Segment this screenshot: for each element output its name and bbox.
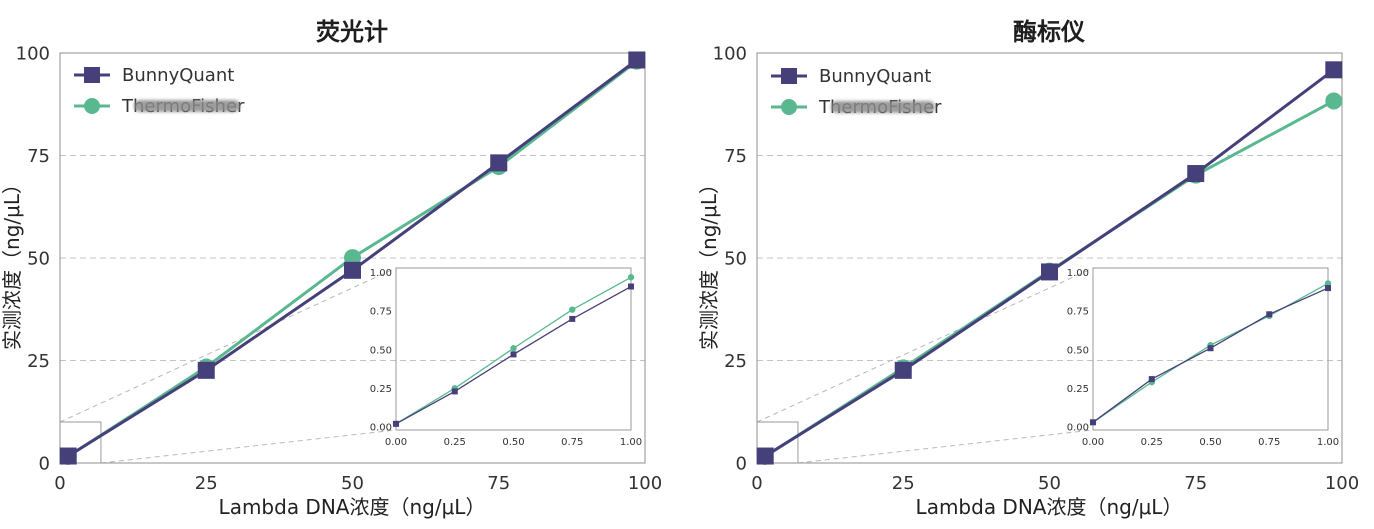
y-tick-label: 100 bbox=[713, 44, 747, 65]
zoom-connector-line bbox=[59, 267, 397, 423]
inset-bunnyquant-marker bbox=[1207, 345, 1214, 352]
bunnyquant-marker bbox=[1187, 165, 1205, 183]
redaction-bar bbox=[134, 100, 240, 112]
bunnyquant-marker bbox=[894, 361, 912, 379]
x-tick-label: 75 bbox=[1184, 473, 1207, 494]
chart-marks: 0 25 50 75 100 0 25 50 75 100 0.00 0.25 0.50 0.75 1.00… bbox=[713, 44, 1360, 495]
chart-marks: 0 25 50 75 100 0 25 50 75 100 0.00 0.25 0.50 0.75 1.00… bbox=[16, 44, 663, 495]
legend-bunnyquant-marker bbox=[84, 67, 100, 83]
inset-x-tick-label: 0.00 bbox=[385, 437, 407, 448]
inset-bunnyquant-marker bbox=[1266, 311, 1273, 318]
inset-x-tick-label: 1.00 bbox=[620, 437, 642, 448]
x-axis-label: Lambda DNA浓度（ng/μL） bbox=[916, 495, 1183, 519]
inset-frame bbox=[395, 267, 632, 431]
legend-item-bunnyquant: BunnyQuant bbox=[74, 65, 234, 86]
x-tick-label: 50 bbox=[341, 473, 364, 494]
legend-thermofisher-marker bbox=[781, 99, 797, 115]
inset-bunnyquant-marker bbox=[393, 420, 399, 427]
x-tick-label: 100 bbox=[1325, 473, 1359, 494]
inset-x-tick-label: 0.75 bbox=[1258, 437, 1280, 448]
inset-y-tick-label: 0.25 bbox=[1067, 384, 1089, 395]
inset-y-tick-label: 1.00 bbox=[370, 268, 392, 279]
legend: BunnyQuant ThermoFisher bbox=[771, 66, 942, 118]
y-axis-label: 实测浓度（ng/μL） bbox=[0, 174, 24, 350]
y-tick-label: 0 bbox=[736, 454, 747, 475]
bunnyquant-marker bbox=[59, 447, 77, 465]
inset-y-tick-label: 0.75 bbox=[1067, 307, 1089, 318]
inset-bunnyquant-marker bbox=[1090, 419, 1096, 426]
inset-x-tick-label: 1.00 bbox=[1317, 437, 1339, 448]
bunnyquant-marker bbox=[1041, 263, 1058, 281]
bunnyquant-marker bbox=[628, 51, 646, 69]
inset-x-tick-label: 0.50 bbox=[502, 437, 524, 448]
legend-thermofisher-marker bbox=[84, 98, 100, 114]
legend: BunnyQuant ThermoFisher bbox=[74, 65, 245, 117]
inset-bunnyquant-marker bbox=[1148, 376, 1155, 383]
bunnyquant-marker bbox=[490, 154, 508, 172]
plot-frame bbox=[756, 52, 1343, 464]
x-tick-label: 25 bbox=[892, 473, 915, 494]
inset-y-tick-label: 0.25 bbox=[370, 384, 392, 395]
inset-bunnyquant-marker bbox=[451, 388, 458, 395]
inset-x-tick-label: 0.25 bbox=[444, 437, 466, 448]
y-tick-label: 25 bbox=[27, 351, 50, 372]
x-axis-label: Lambda DNA浓度（ng/μL） bbox=[219, 495, 486, 519]
plot-frame bbox=[59, 52, 646, 464]
chart-panel-plate-reader: 0 25 50 75 100 0 25 50 75 100 0.00 0.25 0.50 0.75 1.00… bbox=[697, 18, 1359, 519]
y-tick-label: 50 bbox=[724, 249, 747, 270]
inset-y-tick-label: 0.50 bbox=[370, 345, 392, 356]
inset-x-tick-label: 0.50 bbox=[1199, 437, 1221, 448]
inset-thermofisher-marker bbox=[627, 274, 635, 281]
zoom-connector-line bbox=[797, 429, 1094, 464]
x-tick-label: 25 bbox=[195, 473, 218, 494]
y-tick-label: 75 bbox=[27, 146, 50, 167]
zoom-connector-line bbox=[100, 429, 397, 464]
bunnyquant-marker bbox=[756, 447, 774, 465]
zoom-connector-line bbox=[756, 267, 1094, 423]
x-tick-label: 75 bbox=[487, 473, 510, 494]
bunnyquant-marker bbox=[344, 261, 361, 279]
x-tick-label: 0 bbox=[751, 473, 762, 494]
inset-y-tick-label: 0.00 bbox=[370, 422, 392, 433]
inset-x-tick-label: 0.75 bbox=[561, 437, 583, 448]
chart-title: 酶标仪 bbox=[1013, 18, 1086, 46]
legend-label-bunnyquant: BunnyQuant bbox=[122, 65, 234, 86]
inset-y-tick-label: 0.75 bbox=[370, 307, 392, 318]
legend-bunnyquant-marker bbox=[781, 68, 797, 84]
chart-title: 荧光计 bbox=[316, 18, 388, 46]
bunnyquant-marker bbox=[1325, 61, 1343, 79]
inset-x-tick-label: 0.00 bbox=[1082, 437, 1104, 448]
redaction-bar bbox=[831, 101, 935, 113]
inset-y-tick-label: 1.00 bbox=[1067, 268, 1089, 279]
y-tick-label: 25 bbox=[724, 351, 747, 372]
y-tick-label: 100 bbox=[16, 44, 50, 65]
legend-item-thermofisher: ThermoFisher bbox=[74, 96, 245, 117]
inset-y-tick-label: 0.00 bbox=[1067, 422, 1089, 433]
y-tick-label: 0 bbox=[39, 454, 50, 475]
x-tick-label: 50 bbox=[1038, 473, 1061, 494]
legend-label-bunnyquant: BunnyQuant bbox=[819, 66, 931, 87]
bunnyquant-marker bbox=[197, 361, 215, 379]
thermofisher-marker bbox=[1325, 92, 1343, 110]
y-tick-label: 75 bbox=[724, 146, 747, 167]
inset-bunnyquant-marker bbox=[510, 351, 517, 358]
inset-bunnyquant-marker bbox=[569, 315, 576, 322]
inset-x-tick-label: 0.25 bbox=[1141, 437, 1163, 448]
y-tick-label: 50 bbox=[27, 249, 50, 270]
x-tick-label: 0 bbox=[54, 473, 65, 494]
inset-bunnyquant-marker bbox=[628, 283, 634, 290]
chart-panel-fluorometer: 0 25 50 75 100 0 25 50 75 100 0.00 0.25 0.50 0.75 1.00… bbox=[0, 18, 662, 519]
inset-frame bbox=[1092, 267, 1329, 431]
inset-thermofisher-marker bbox=[510, 345, 517, 352]
legend-item-bunnyquant: BunnyQuant bbox=[771, 66, 931, 87]
x-tick-label: 100 bbox=[628, 473, 662, 494]
inset-bunnyquant-line bbox=[1092, 287, 1329, 423]
inset-bunnyquant-marker bbox=[1325, 285, 1331, 292]
inset-thermofisher-marker bbox=[1324, 280, 1332, 287]
y-axis-label: 实测浓度（ng/μL） bbox=[697, 174, 721, 350]
legend-item-thermofisher: ThermoFisher bbox=[771, 97, 942, 118]
inset-y-tick-label: 0.50 bbox=[1067, 345, 1089, 356]
inset-thermofisher-marker bbox=[569, 306, 576, 313]
